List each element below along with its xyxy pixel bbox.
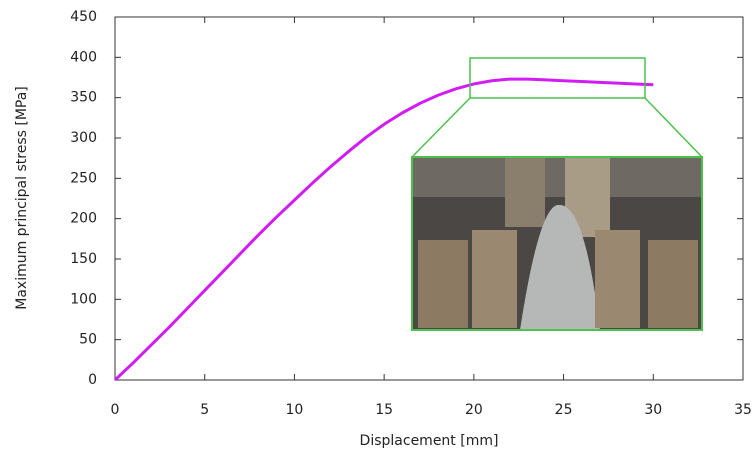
x-tick-label: 10: [286, 402, 304, 418]
photo-specimen: [520, 204, 600, 330]
photo-clamp: [648, 240, 698, 328]
x-tick-label: 20: [465, 402, 483, 418]
y-tick-label: 200: [70, 211, 97, 227]
photo-clamp: [418, 240, 468, 328]
y-tick-label: 150: [70, 251, 97, 267]
x-tick-label: 25: [555, 402, 573, 418]
y-tick-label: 350: [70, 90, 97, 106]
x-tick-label: 30: [644, 402, 662, 418]
x-axis-label: Displacement [mm]: [360, 433, 499, 449]
zoom-connector: [411, 97, 471, 158]
photo-frame: [411, 156, 703, 331]
data-line: [113, 77, 654, 382]
photo-bg: [412, 157, 702, 197]
y-tick-label: 400: [70, 49, 97, 65]
plot-frame: [114, 16, 744, 381]
inset: [411, 57, 703, 331]
zoom-connector: [644, 97, 703, 158]
y-tick-label: 100: [70, 291, 97, 307]
y-tick-label: 450: [70, 9, 97, 25]
photo-clamp: [472, 230, 517, 328]
x-tick-label: 15: [375, 402, 393, 418]
y-tick-label: 0: [88, 372, 97, 388]
photo-clamp: [595, 230, 640, 328]
y-tick-label: 250: [70, 170, 97, 186]
y-axis-label: Maximum principal stress [MPa]: [14, 86, 30, 310]
zoom-box: [469, 57, 646, 99]
photo-block: [505, 157, 545, 227]
x-tick-label: 0: [111, 402, 120, 418]
x-tick-label: 35: [734, 402, 752, 418]
y-tick-label: 50: [79, 332, 97, 348]
x-tick-label: 5: [200, 402, 209, 418]
y-tick-label: 300: [70, 130, 97, 146]
